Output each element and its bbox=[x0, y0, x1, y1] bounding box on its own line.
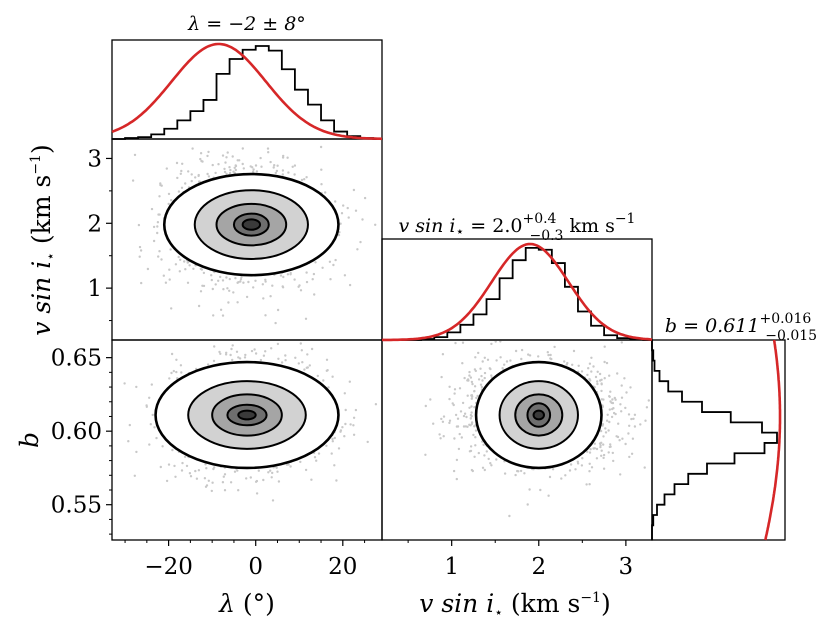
contour-lambda-vsini-level-4 bbox=[241, 218, 262, 231]
y-vsini-ticklabel-2: 3 bbox=[87, 146, 102, 172]
x-lambda-ticklabel-0: −20 bbox=[144, 554, 193, 580]
x-vsini-ticklabel-0: 1 bbox=[444, 554, 459, 580]
xlabel-lambda: λ (°) bbox=[218, 589, 275, 618]
x-vsini-ticklabel-2: 3 bbox=[619, 554, 634, 580]
y-b-ticklabel-0: 0.55 bbox=[51, 493, 102, 519]
frames bbox=[111, 39, 786, 541]
y-b-ticklabel-2: 0.65 bbox=[51, 346, 102, 372]
ylabel-vsini: v sin i⋆ (km s−1) bbox=[27, 144, 59, 335]
title-vsini: v sin i⋆ = 2.0+0.4 −0.3 km s−1 bbox=[399, 211, 636, 244]
histogram-lambda bbox=[112, 45, 382, 140]
title-b: b = 0.611+0.016 −0.015 bbox=[665, 311, 817, 344]
y-vsini-ticklabel-0: 1 bbox=[87, 276, 102, 302]
ylabel-b: b bbox=[15, 432, 44, 448]
contours bbox=[154, 172, 603, 470]
ticks: −20 0 20 1 2 3 1 2 3 0.55 0.60 0.65 bbox=[51, 146, 633, 580]
histogram-vsini bbox=[382, 246, 652, 341]
prior-vsini bbox=[382, 242, 653, 342]
histograms bbox=[112, 45, 778, 540]
x-vsini-ticklabel-1: 2 bbox=[531, 554, 546, 580]
y-b-ticklabel-1: 0.60 bbox=[51, 419, 102, 445]
x-lambda-ticklabel-2: 20 bbox=[328, 554, 357, 580]
contour-vsini-b-level-4 bbox=[532, 409, 545, 421]
title-lambda: λ = −2 ± 8° bbox=[187, 13, 306, 35]
panel-hist-lambda bbox=[111, 39, 383, 140]
contour-lambda-b-level-4 bbox=[237, 409, 257, 421]
x-lambda-ticklabel-1: 0 bbox=[248, 554, 263, 580]
histogram-b bbox=[651, 340, 778, 540]
xlabel-vsini: v sin i⋆ (km s−1) bbox=[419, 589, 610, 621]
panel-hist-vsini bbox=[381, 238, 653, 341]
prior-lambda bbox=[111, 42, 383, 141]
y-vsini-ticklabel-1: 2 bbox=[87, 211, 102, 237]
prior-b bbox=[764, 339, 782, 541]
prior-curves bbox=[111, 42, 782, 541]
panel-hist-b bbox=[651, 339, 786, 541]
